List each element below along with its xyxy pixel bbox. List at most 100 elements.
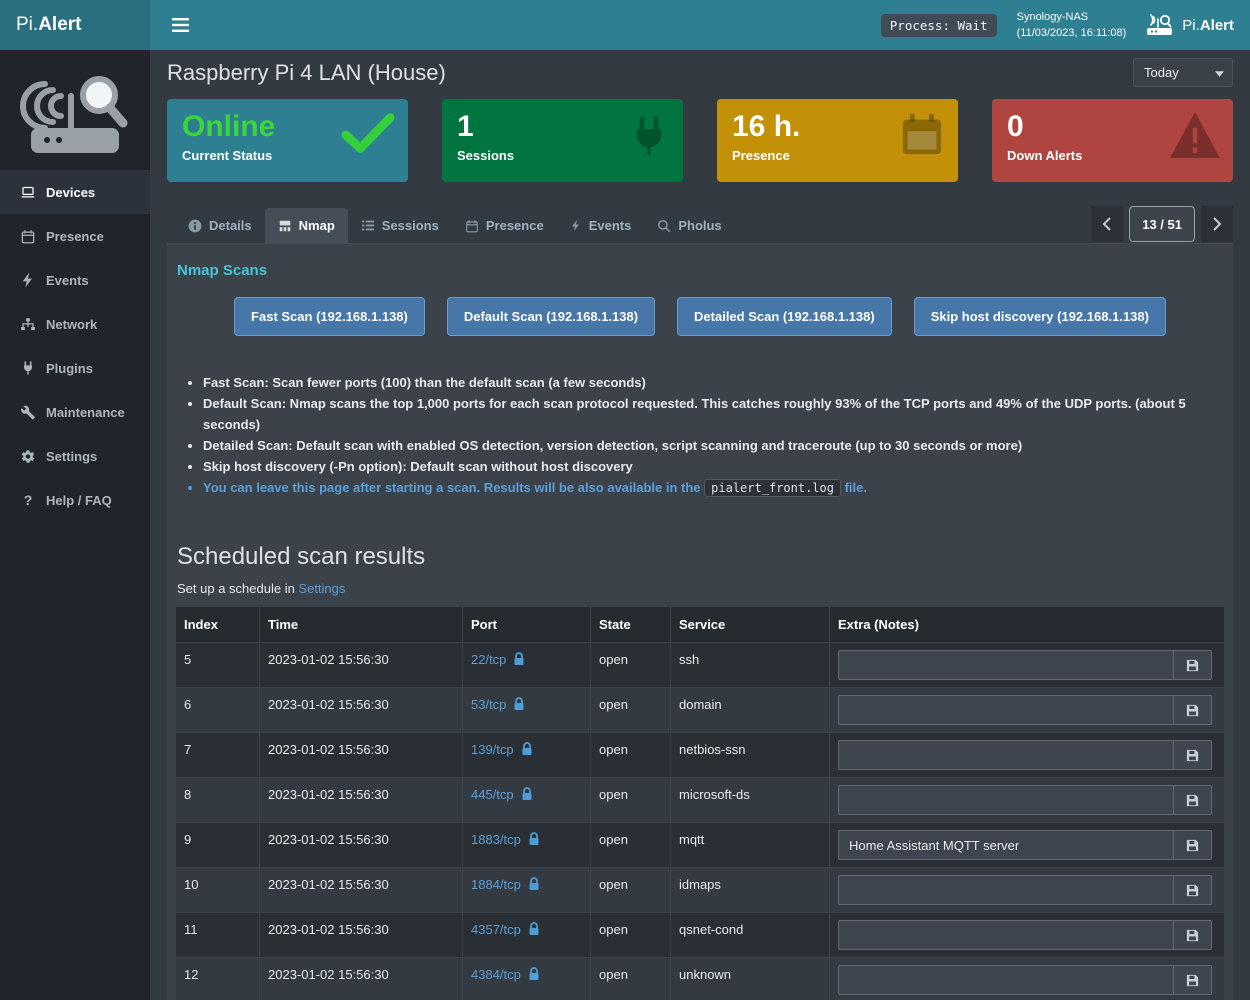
tab-pholus[interactable]: Pholus bbox=[644, 208, 734, 243]
cell-service: microsoft-ds bbox=[670, 777, 830, 823]
tab-events[interactable]: Events bbox=[557, 208, 645, 243]
sidebar-item-maintenance[interactable]: Maintenance bbox=[0, 390, 150, 434]
tab-presence[interactable]: Presence bbox=[452, 208, 557, 243]
sidebar-item-devices[interactable]: Devices bbox=[0, 170, 150, 214]
sidebar-item-events[interactable]: Events bbox=[0, 258, 150, 302]
network-icon bbox=[21, 317, 35, 330]
wrench-icon bbox=[21, 405, 35, 419]
cell-index: 7 bbox=[175, 732, 260, 778]
card-value: 16 h. bbox=[732, 110, 801, 143]
period-select[interactable]: Today bbox=[1133, 58, 1233, 87]
info-icon bbox=[188, 219, 202, 232]
cell-extra bbox=[829, 642, 1225, 688]
cell-time: 2023-01-02 15:56:30 bbox=[259, 687, 463, 733]
log-file-name: pialert_front.log bbox=[704, 479, 841, 497]
port-link[interactable]: 1883/tcp bbox=[471, 832, 521, 847]
next-device-button[interactable] bbox=[1201, 206, 1233, 242]
cell-index: 11 bbox=[175, 912, 260, 958]
warning-icon bbox=[1170, 112, 1220, 163]
save-note-button[interactable] bbox=[1174, 740, 1212, 770]
cell-index: 6 bbox=[175, 687, 260, 733]
card-down-alerts[interactable]: 0 Down Alerts bbox=[992, 99, 1233, 182]
sidebar-toggle-button[interactable] bbox=[166, 12, 195, 38]
cell-index: 12 bbox=[175, 957, 260, 1000]
router-icon bbox=[1147, 14, 1173, 35]
chevron-right-icon bbox=[1213, 217, 1222, 231]
note-input[interactable] bbox=[838, 830, 1174, 860]
port-link[interactable]: 1884/tcp bbox=[471, 877, 521, 892]
calendar-icon bbox=[466, 219, 478, 232]
sidebar-item-settings[interactable]: Settings bbox=[0, 434, 150, 478]
note-input[interactable] bbox=[838, 875, 1174, 905]
cell-port: 53/tcp bbox=[462, 687, 591, 733]
note-input[interactable] bbox=[838, 965, 1174, 995]
app-logo[interactable]: Pi. Alert bbox=[0, 0, 150, 50]
port-link[interactable]: 139/tcp bbox=[471, 742, 514, 757]
app-brand[interactable]: Pi.Alert bbox=[1146, 14, 1234, 36]
cell-port: 445/tcp bbox=[462, 777, 591, 823]
save-note-button[interactable] bbox=[1174, 650, 1212, 680]
sidebar-item-help[interactable]: ? Help / FAQ bbox=[0, 478, 150, 522]
note-input[interactable] bbox=[838, 920, 1174, 950]
card-value: 1 bbox=[457, 110, 474, 143]
save-note-button[interactable] bbox=[1174, 965, 1212, 995]
note-input[interactable] bbox=[838, 785, 1174, 815]
note-input[interactable] bbox=[838, 695, 1174, 725]
period-select-wrap: Today bbox=[1133, 58, 1233, 87]
scan-buttons: Fast Scan (192.168.1.138) Default Scan (… bbox=[175, 297, 1225, 336]
scan-note: Detailed Scan: Default scan with enabled… bbox=[203, 435, 1225, 456]
scan-button[interactable]: Default Scan (192.168.1.138) bbox=[446, 297, 656, 336]
save-note-button[interactable] bbox=[1174, 695, 1212, 725]
save-note-button[interactable] bbox=[1174, 920, 1212, 950]
save-icon bbox=[1186, 839, 1199, 851]
card-value: Online bbox=[182, 110, 276, 143]
hamburger-icon bbox=[172, 18, 189, 32]
sidebar-item-presence[interactable]: Presence bbox=[0, 214, 150, 258]
cell-index: 10 bbox=[175, 867, 260, 913]
lock-icon bbox=[521, 742, 533, 759]
save-note-button[interactable] bbox=[1174, 875, 1212, 905]
tab-sessions[interactable]: Sessions bbox=[348, 208, 452, 243]
cell-state: open bbox=[590, 957, 671, 1000]
card-presence[interactable]: 16 h. Presence bbox=[717, 99, 958, 182]
lock-icon bbox=[513, 697, 525, 714]
process-status-badge: Process: Wait bbox=[880, 13, 997, 37]
scan-button[interactable]: Detailed Scan (192.168.1.138) bbox=[677, 297, 892, 336]
tab-nmap[interactable]: Nmap bbox=[264, 208, 348, 243]
tab-details[interactable]: Details bbox=[175, 208, 265, 243]
card-sessions[interactable]: 1 Sessions bbox=[442, 99, 683, 182]
prev-device-button[interactable] bbox=[1091, 206, 1124, 242]
table-row: 8 2023-01-02 15:56:30 445/tcp open micro… bbox=[175, 777, 1225, 823]
table-row: 5 2023-01-02 15:56:30 22/tcp open ssh bbox=[175, 642, 1225, 688]
scan-button[interactable]: Skip host discovery (192.168.1.138) bbox=[913, 297, 1166, 336]
main-content: Raspberry Pi 4 LAN (House) Today Online … bbox=[150, 50, 1250, 1000]
note-input[interactable] bbox=[838, 650, 1174, 680]
settings-link[interactable]: Settings bbox=[298, 581, 346, 596]
cell-port: 1883/tcp bbox=[462, 822, 591, 868]
cell-state: open bbox=[590, 687, 671, 733]
top-header: Pi. Alert Process: Wait Synology-NAS (11/… bbox=[0, 0, 1250, 50]
port-link[interactable]: 22/tcp bbox=[471, 652, 507, 667]
card-current-status[interactable]: Online Current Status bbox=[167, 99, 408, 182]
save-note-button[interactable] bbox=[1174, 830, 1212, 860]
table-row: 12 2023-01-02 15:56:30 4384/tcp open unk… bbox=[175, 957, 1225, 1000]
note-input[interactable] bbox=[838, 740, 1174, 770]
col-port: Port bbox=[462, 606, 591, 643]
port-link[interactable]: 53/tcp bbox=[471, 697, 507, 712]
port-link[interactable]: 4384/tcp bbox=[471, 967, 521, 982]
scan-button[interactable]: Fast Scan (192.168.1.138) bbox=[234, 297, 425, 336]
card-value: 0 bbox=[1007, 110, 1024, 143]
port-link[interactable]: 4357/tcp bbox=[471, 922, 521, 937]
list-icon bbox=[361, 220, 374, 231]
cell-time: 2023-01-02 15:56:30 bbox=[259, 867, 463, 913]
sidebar-item-plugins[interactable]: Plugins bbox=[0, 346, 150, 390]
cell-port: 22/tcp bbox=[462, 642, 591, 688]
save-note-button[interactable] bbox=[1174, 785, 1212, 815]
port-link[interactable]: 445/tcp bbox=[471, 787, 514, 802]
host-time: (11/03/2023, 16:11:08) bbox=[1016, 27, 1127, 39]
save-icon bbox=[1186, 749, 1199, 761]
col-extra: Extra (Notes) bbox=[829, 606, 1225, 643]
save-icon bbox=[1186, 704, 1199, 716]
sidebar-item-network[interactable]: Network bbox=[0, 302, 150, 346]
cell-port: 139/tcp bbox=[462, 732, 591, 778]
